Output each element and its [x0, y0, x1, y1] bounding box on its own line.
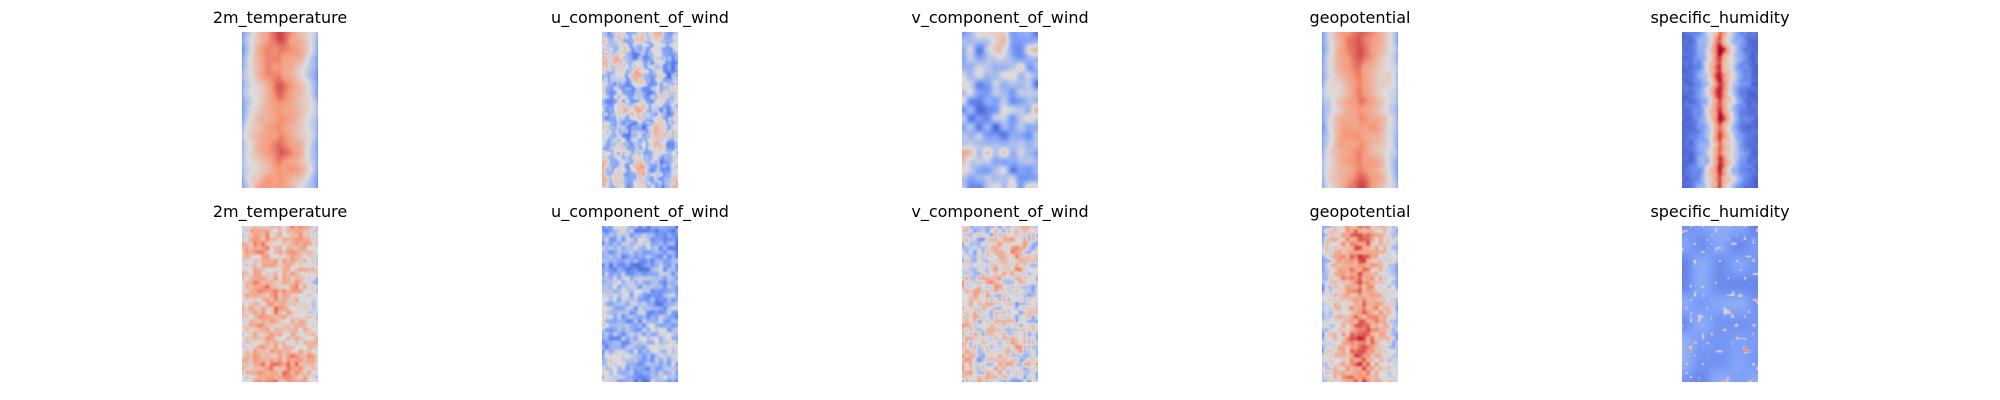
panel-2m-temperature-bottom: 2m_temperature	[160, 202, 400, 382]
panel-title: specific_humidity	[1650, 8, 1790, 27]
panel-title: 2m_temperature	[212, 202, 348, 221]
field-map-image	[602, 226, 678, 382]
panel-geopotential-bottom: geopotential	[1240, 202, 1480, 382]
panel-u-component-of-wind-bottom: u_component_of_wind	[520, 202, 760, 382]
panel-v-component-of-wind-top: v_component_of_wind	[880, 8, 1120, 188]
panel-specific-humidity-bottom: specific_humidity	[1600, 202, 1840, 382]
field-map-image	[1682, 226, 1758, 382]
panel-title: u_component_of_wind	[551, 202, 729, 221]
panel-u-component-of-wind-top: u_component_of_wind	[520, 8, 760, 188]
panel-title: specific_humidity	[1650, 202, 1790, 221]
field-map-image	[962, 226, 1038, 382]
panel-specific-humidity-top: specific_humidity	[1600, 8, 1840, 188]
field-map-image	[1322, 32, 1398, 188]
field-map-image	[1322, 226, 1398, 382]
panel-title: geopotential	[1309, 8, 1411, 27]
field-map-image	[962, 32, 1038, 188]
panel-title: geopotential	[1309, 202, 1411, 221]
panel-title: u_component_of_wind	[551, 8, 729, 27]
panel-title: v_component_of_wind	[911, 202, 1089, 221]
panel-geopotential-top: geopotential	[1240, 8, 1480, 188]
panel-2m-temperature-top: 2m_temperature	[160, 8, 400, 188]
field-map-image	[602, 32, 678, 188]
field-map-image	[242, 226, 318, 382]
panel-title: 2m_temperature	[212, 8, 348, 27]
panel-v-component-of-wind-bottom: v_component_of_wind	[880, 202, 1120, 382]
field-map-image	[242, 32, 318, 188]
field-map-image	[1682, 32, 1758, 188]
panel-title: v_component_of_wind	[911, 8, 1089, 27]
